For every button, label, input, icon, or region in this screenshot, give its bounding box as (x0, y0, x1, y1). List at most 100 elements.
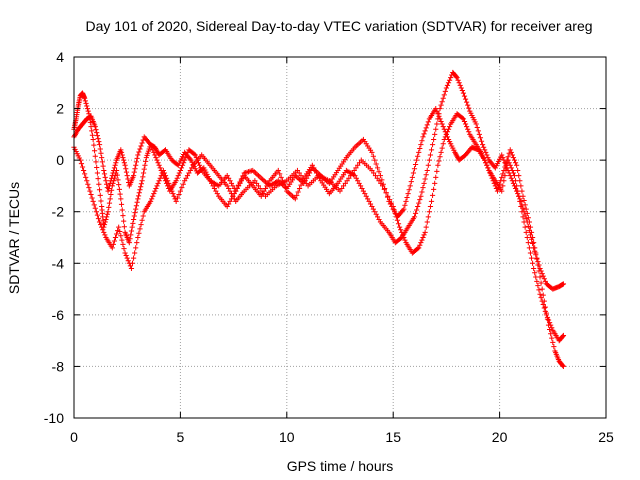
data-point (539, 286, 545, 292)
data-point (118, 201, 125, 208)
data-point (415, 203, 421, 210)
data-point (108, 175, 115, 181)
data-point (390, 203, 396, 210)
data-point (534, 255, 540, 261)
data-point (98, 198, 104, 204)
data-point (137, 146, 143, 152)
data-point (179, 162, 186, 168)
x-axis-label: GPS time / hours (287, 458, 394, 474)
data-point (416, 200, 422, 206)
data-point (98, 222, 104, 228)
data-point (525, 223, 531, 229)
data-point (421, 232, 427, 238)
data-point (135, 234, 141, 241)
data-point (393, 214, 399, 220)
data-point (154, 183, 160, 189)
data-point (454, 75, 460, 81)
data-point (97, 146, 103, 152)
data-point (415, 246, 421, 252)
data-point (80, 167, 87, 174)
data-point (535, 258, 541, 265)
data-point (460, 116, 467, 122)
data-point (481, 144, 487, 150)
data-point (140, 170, 147, 176)
data-point (139, 217, 145, 223)
data-point (84, 103, 90, 109)
x-tick-label: 25 (598, 429, 614, 445)
data-point (428, 198, 435, 204)
data-point (533, 252, 539, 258)
data-point (123, 252, 129, 259)
data-point (439, 145, 445, 151)
data-point (133, 203, 140, 209)
data-point (459, 87, 465, 94)
data-point (94, 170, 101, 176)
data-point (94, 164, 100, 171)
data-point (542, 278, 548, 284)
data-point (109, 245, 115, 251)
data-point (155, 180, 161, 186)
data-point (379, 183, 386, 189)
data-point (86, 185, 92, 191)
data-point (105, 209, 111, 215)
data-point (419, 237, 425, 243)
y-tick-label: 2 (56, 101, 64, 117)
data-point (292, 196, 298, 202)
data-point (399, 229, 405, 235)
data-point (117, 191, 123, 197)
data-point (96, 139, 102, 145)
data-point (92, 205, 98, 211)
data-point (196, 162, 203, 168)
data-point (111, 167, 117, 174)
y-tick-label: -10 (44, 410, 64, 426)
data-point (515, 167, 521, 174)
data-point (139, 178, 145, 184)
data-point (282, 185, 288, 191)
data-point (78, 160, 85, 167)
data-point (121, 218, 127, 224)
data-point (421, 131, 427, 137)
data-point (160, 167, 166, 174)
data-point (538, 280, 544, 286)
data-point (510, 170, 517, 176)
data-point (150, 147, 156, 153)
data-point (157, 165, 163, 171)
data-point (436, 158, 442, 164)
data-point (402, 202, 408, 208)
data-point (133, 159, 140, 165)
data-point (99, 159, 105, 165)
data-point (180, 160, 187, 166)
data-point (414, 207, 420, 213)
data-point (420, 234, 426, 241)
data-point (438, 149, 444, 156)
data-point (428, 147, 435, 153)
data-point (94, 212, 101, 218)
data-point (138, 222, 144, 228)
data-point (465, 102, 471, 108)
data-point (138, 181, 144, 187)
data-point (521, 219, 527, 225)
data-point (422, 229, 428, 235)
data-point (129, 260, 136, 266)
data-point (432, 131, 438, 137)
data-point (137, 187, 143, 193)
data-point (113, 160, 119, 166)
data-point (418, 193, 424, 199)
data-point (83, 100, 89, 107)
data-point (560, 281, 567, 287)
data-point (182, 157, 188, 163)
data-point (176, 170, 182, 176)
data-point (462, 96, 469, 102)
data-point (95, 176, 101, 182)
data-point (439, 121, 445, 127)
data-point (475, 128, 481, 134)
data-point (135, 152, 141, 158)
data-point (395, 221, 402, 227)
data-point (84, 105, 91, 112)
data-point (383, 190, 389, 196)
data-point (370, 153, 376, 159)
data-point (125, 258, 131, 264)
data-point (541, 276, 547, 282)
data-point (156, 178, 162, 184)
data-point (108, 191, 114, 198)
